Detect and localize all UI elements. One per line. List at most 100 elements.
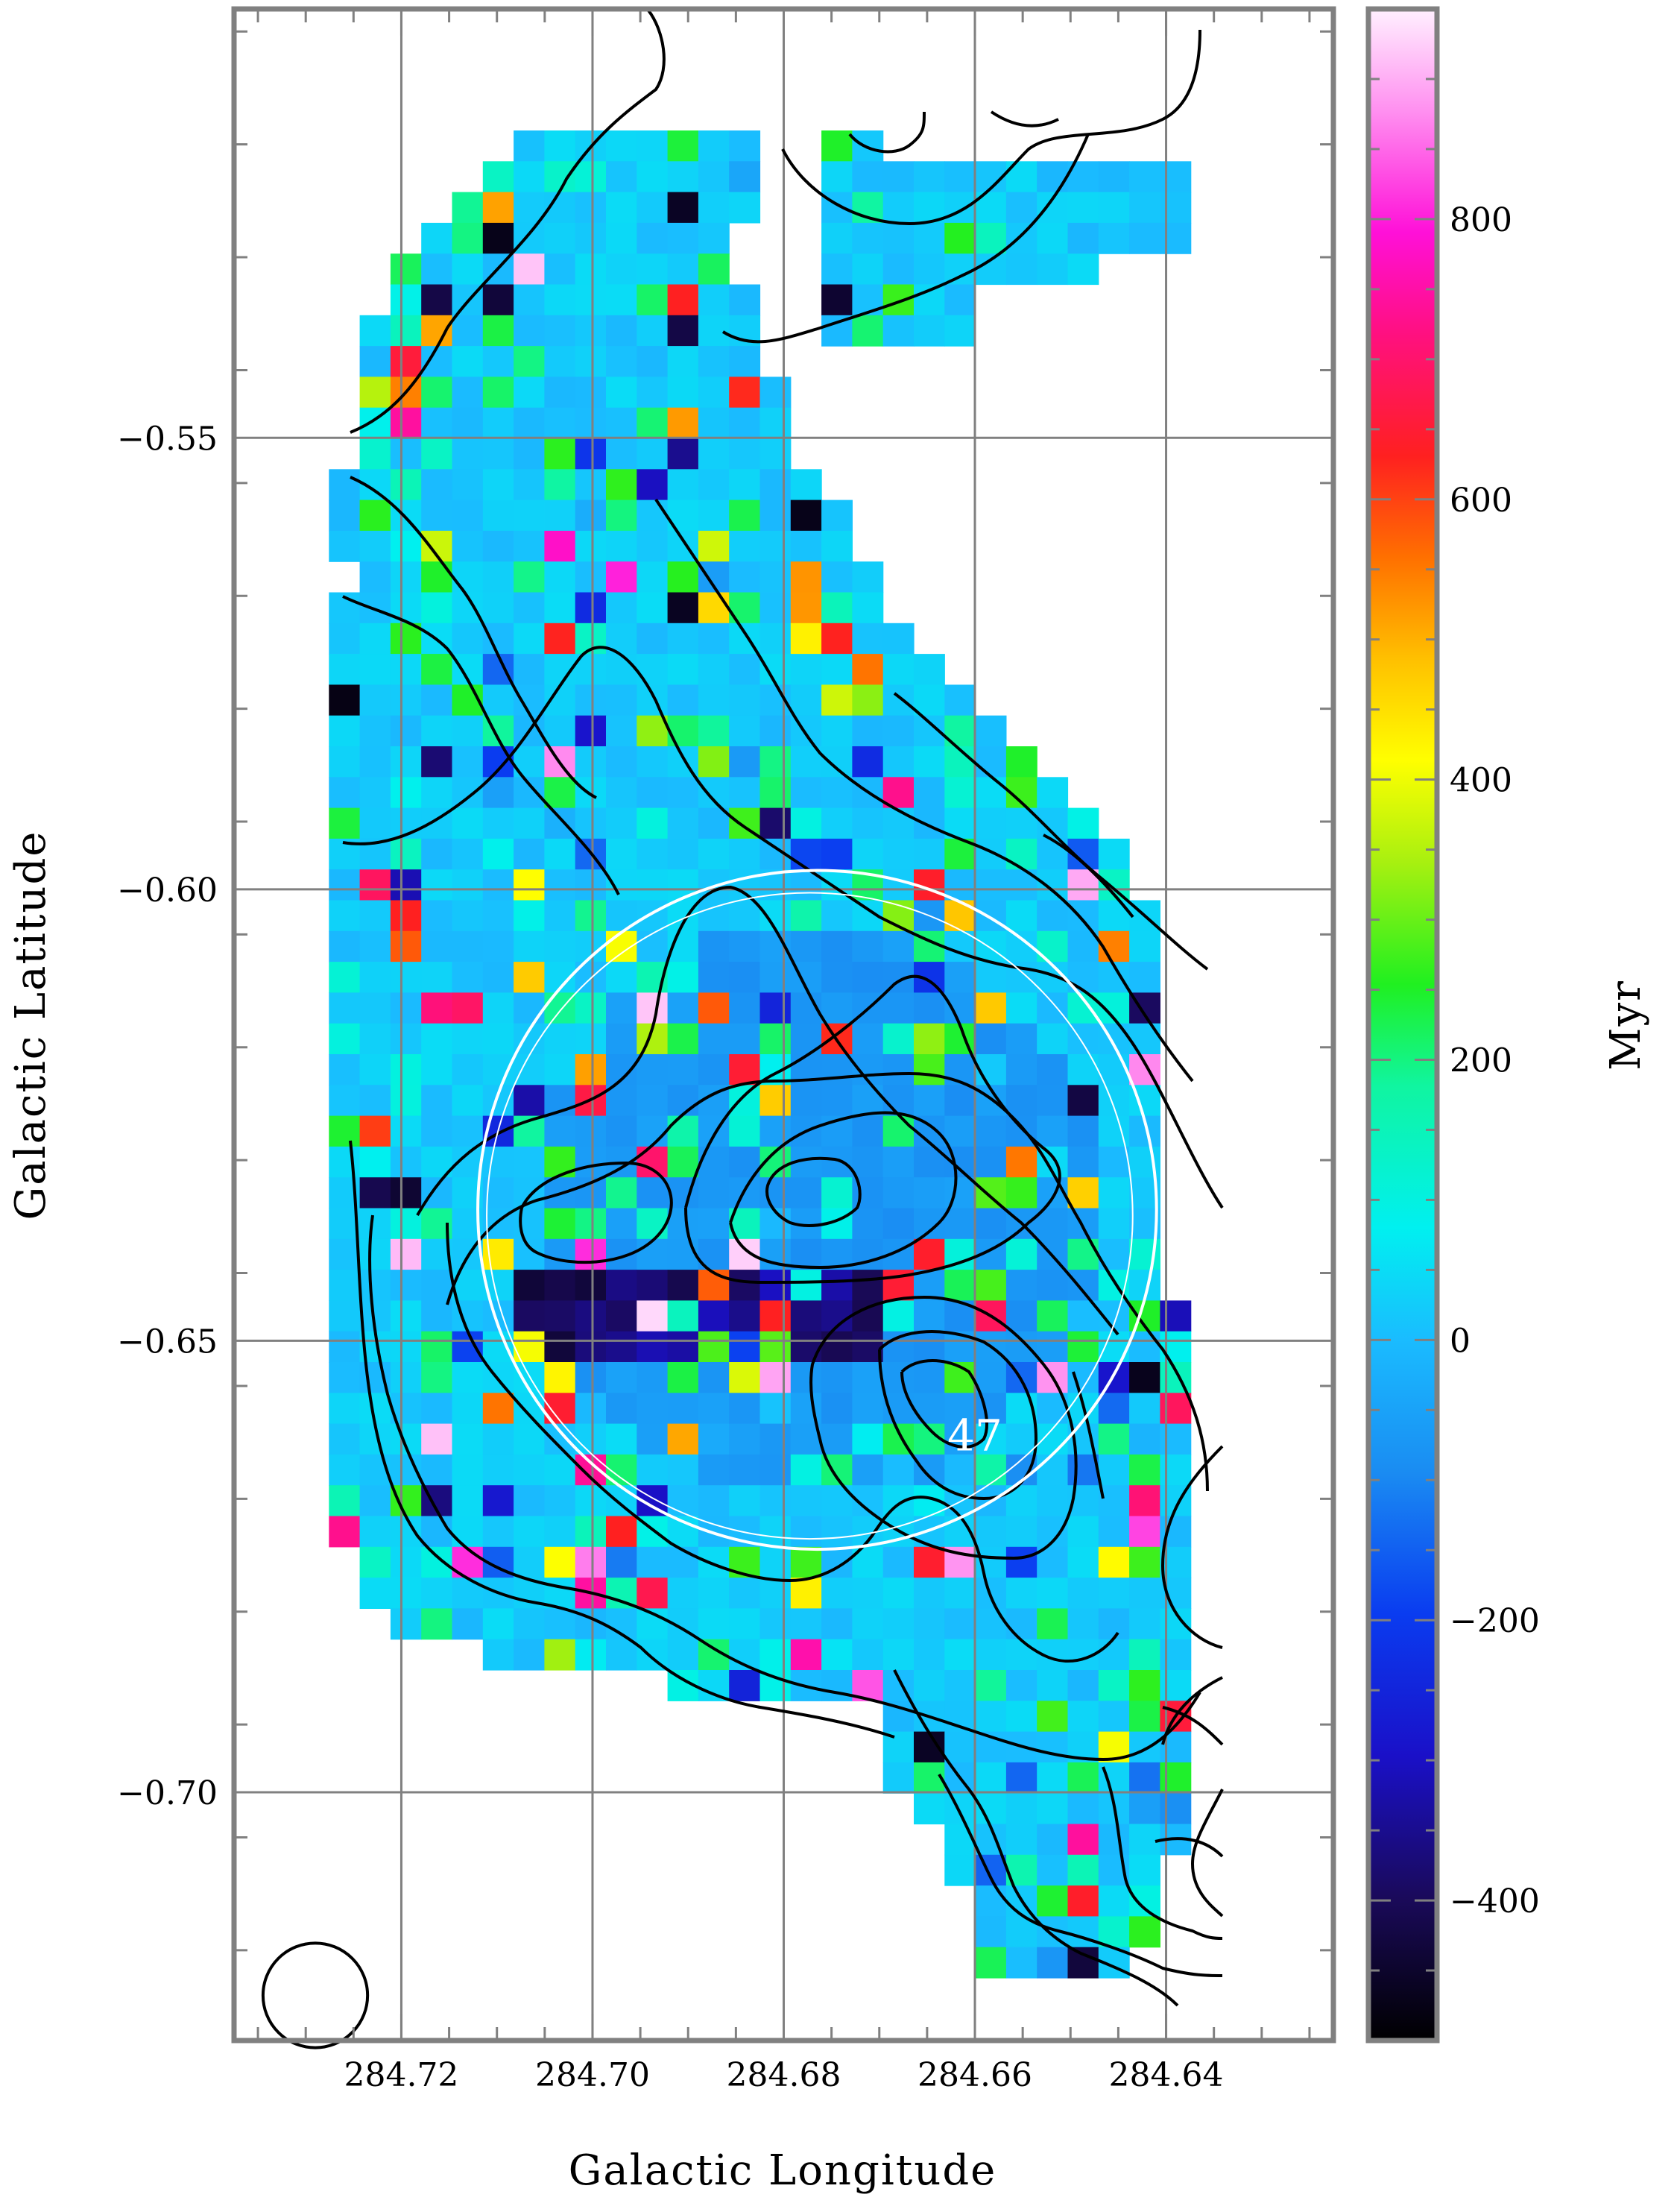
map-pixel	[1129, 192, 1160, 224]
map-pixel	[606, 1300, 637, 1332]
map-pixel	[1067, 1824, 1099, 1856]
map-pixel	[698, 1146, 730, 1178]
map-pixel	[759, 623, 792, 655]
map-pixel	[821, 161, 853, 193]
map-pixel	[882, 746, 915, 778]
contour-peak	[765, 1156, 862, 1227]
map-pixel	[390, 962, 422, 993]
map-pixel	[359, 654, 391, 685]
x-tick-label: 284.72	[344, 2056, 458, 2094]
map-pixel	[914, 1793, 945, 1825]
map-pixel	[544, 869, 576, 901]
map-pixel	[390, 715, 422, 747]
map-pixel	[852, 315, 884, 347]
map-pixel	[421, 1362, 453, 1393]
map-pixel	[514, 469, 545, 501]
map-pixel	[1005, 900, 1037, 932]
contour-top-3	[721, 133, 1090, 344]
map-pixel	[637, 1208, 669, 1240]
map-pixel	[575, 253, 607, 286]
map-pixel	[637, 654, 669, 685]
map-pixel	[514, 869, 545, 901]
map-pixel	[575, 161, 607, 193]
contour-core-4	[684, 974, 1061, 1285]
map-pixel	[514, 130, 545, 162]
map-pixel	[667, 1639, 699, 1671]
map-pixel	[575, 284, 607, 316]
map-pixel	[821, 530, 853, 562]
map-pixel	[482, 407, 514, 439]
map-pixel	[606, 592, 637, 624]
map-pixel	[698, 130, 730, 162]
map-pixel	[514, 284, 545, 316]
map-pixel	[359, 807, 391, 839]
map-pixel	[698, 1054, 730, 1085]
map-pixel	[637, 1454, 669, 1486]
map-pixel	[359, 346, 391, 377]
map-pixel	[821, 1639, 853, 1671]
map-pixel	[698, 1454, 730, 1486]
map-pixel	[975, 1115, 1007, 1147]
map-pixel	[514, 161, 545, 193]
map-pixel	[1037, 1885, 1069, 1917]
map-pixel	[667, 592, 699, 624]
map-pixel	[1037, 1854, 1069, 1886]
map-pixel	[575, 1639, 607, 1671]
map-pixel	[452, 500, 484, 532]
map-pixel	[452, 1362, 484, 1393]
map-pixel	[882, 1115, 915, 1147]
map-pixel	[759, 962, 792, 993]
map-pixel	[544, 1023, 576, 1055]
map-pixel	[975, 962, 1007, 993]
map-pixel	[606, 777, 637, 809]
map-pixel	[1005, 1054, 1037, 1085]
map-pixel	[1098, 1485, 1130, 1517]
map-pixel	[482, 869, 514, 901]
map-pixel	[852, 1270, 884, 1301]
map-pixel	[698, 1670, 730, 1701]
map-pixel	[482, 1331, 514, 1363]
map-pixel	[575, 192, 607, 224]
map-pixel	[606, 376, 637, 409]
map-pixel	[421, 746, 453, 778]
map-pixel	[544, 315, 576, 347]
map-pixel	[359, 1115, 391, 1147]
map-pixel	[329, 869, 361, 901]
map-pixel	[452, 1331, 484, 1363]
map-pixel	[790, 1362, 822, 1393]
map-pixel	[975, 1639, 1007, 1671]
map-pixel	[390, 1146, 422, 1178]
map-pixel	[852, 746, 884, 778]
map-pixel	[852, 561, 884, 593]
map-pixel	[421, 1454, 453, 1486]
map-pixel	[1005, 192, 1037, 224]
map-pixel	[482, 315, 514, 347]
map-pixel	[575, 746, 607, 778]
map-pixel	[544, 161, 576, 193]
map-pixel	[452, 930, 484, 962]
contour-47-1	[900, 1359, 988, 1449]
map-pixel	[1005, 1578, 1037, 1609]
map-pixel	[790, 1454, 822, 1486]
map-pixel	[544, 623, 576, 655]
map-pixel	[421, 1270, 453, 1301]
map-pixel	[852, 930, 884, 962]
map-pixel	[1129, 1793, 1160, 1825]
colorbar-tick-label: 800	[1450, 201, 1512, 239]
map-pixel	[514, 561, 545, 593]
map-pixel	[421, 407, 453, 439]
map-pixel	[544, 1423, 576, 1455]
map-pixel	[1037, 253, 1069, 286]
map-pixel	[1005, 1146, 1037, 1178]
map-pixel	[637, 807, 669, 839]
map-pixel	[1005, 1947, 1037, 1979]
map-pixel	[452, 315, 484, 347]
map-pixel	[759, 1085, 792, 1117]
map-pixel	[790, 1393, 822, 1425]
map-pixel	[421, 930, 453, 962]
map-pixel	[729, 962, 761, 993]
map-pixel	[759, 469, 792, 501]
map-pixel	[606, 838, 637, 870]
map-pixel	[975, 1362, 1007, 1393]
map-pixel	[975, 869, 1007, 901]
